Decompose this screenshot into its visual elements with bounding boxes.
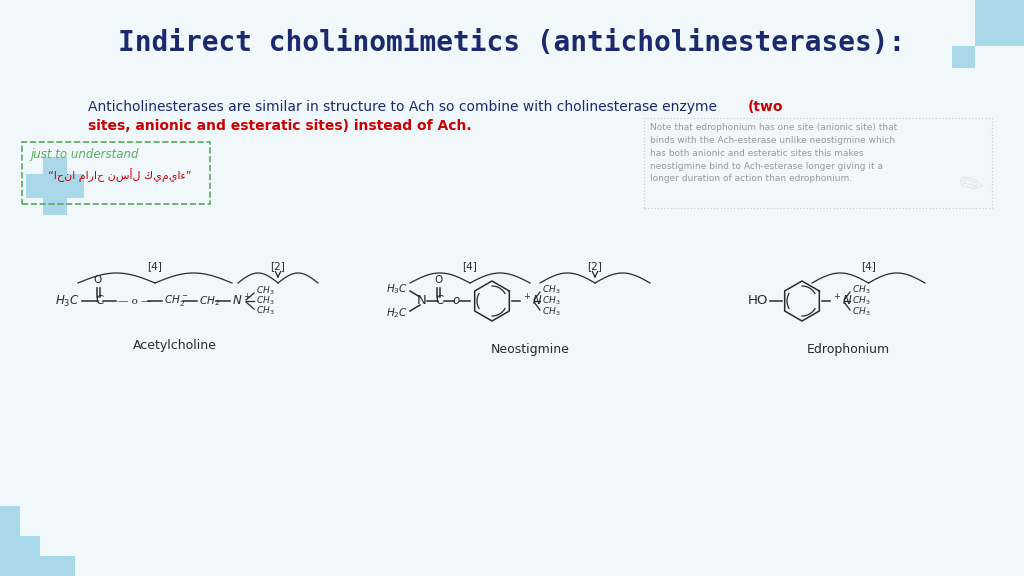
Text: $CH_3$: $CH_3$ xyxy=(256,305,274,317)
Text: C: C xyxy=(96,294,104,307)
Text: Neostigmine: Neostigmine xyxy=(490,343,569,356)
Text: Anticholinesterases are similar in structure to Ach so combine with cholinestera: Anticholinesterases are similar in struc… xyxy=(88,100,721,114)
Bar xyxy=(0,536,40,576)
Bar xyxy=(952,46,975,68)
Bar xyxy=(975,0,1024,46)
Text: [2]: [2] xyxy=(588,261,602,271)
Text: (two: (two xyxy=(748,100,783,114)
Text: “احنا ماراح نسأل كيمياء”: “احنا ماراح نسأل كيمياء” xyxy=(48,168,191,182)
Text: $N^+$: $N^+$ xyxy=(232,293,251,309)
Text: $CH_3$: $CH_3$ xyxy=(852,284,870,296)
Text: Note that edrophonium has one site (anionic site) that
binds with the Ach-estera: Note that edrophonium has one site (anio… xyxy=(650,123,897,183)
Text: $H_2C$: $H_2C$ xyxy=(386,306,408,320)
Text: $CH_3$: $CH_3$ xyxy=(542,306,560,319)
Text: O: O xyxy=(94,275,102,285)
Text: sites, anionic and esteratic sites) instead of Ach.: sites, anionic and esteratic sites) inst… xyxy=(88,119,472,133)
Text: — o —: — o — xyxy=(118,297,152,305)
Text: $CH_3$: $CH_3$ xyxy=(852,306,870,319)
Text: $CH_3$: $CH_3$ xyxy=(256,285,274,297)
Text: [2]: [2] xyxy=(270,261,286,271)
Text: $CH_3$: $CH_3$ xyxy=(542,284,560,296)
Text: $CH_3$: $CH_3$ xyxy=(852,295,870,307)
Text: $H_3C$: $H_3C$ xyxy=(55,293,80,309)
Text: O: O xyxy=(434,275,442,285)
Text: ✏: ✏ xyxy=(954,169,986,203)
Bar xyxy=(40,556,75,576)
Text: N: N xyxy=(417,294,427,308)
Text: o: o xyxy=(453,294,460,308)
Text: just to understand: just to understand xyxy=(30,148,138,161)
Text: Edrophonium: Edrophonium xyxy=(807,343,890,356)
Text: $^+N$: $^+N$ xyxy=(522,293,543,309)
Text: Indirect cholinomimetics (anticholinesterases):: Indirect cholinomimetics (anticholineste… xyxy=(119,29,905,57)
Text: HO: HO xyxy=(748,294,768,308)
Text: $CH_2$: $CH_2$ xyxy=(199,294,220,308)
Text: C: C xyxy=(436,294,444,307)
Text: $CH_3$: $CH_3$ xyxy=(542,295,560,307)
Bar xyxy=(0,506,20,536)
Text: Acetylcholine: Acetylcholine xyxy=(133,339,217,352)
Text: $^+N$: $^+N$ xyxy=(831,293,853,309)
Text: [4]: [4] xyxy=(463,261,477,271)
Text: $H_3C$: $H_3C$ xyxy=(386,282,408,296)
Text: $CH_2^-$: $CH_2^-$ xyxy=(164,294,188,309)
Bar xyxy=(26,174,84,198)
Text: $CH_3$: $CH_3$ xyxy=(256,295,274,307)
Text: [4]: [4] xyxy=(147,261,163,271)
Text: [4]: [4] xyxy=(861,261,876,271)
Bar xyxy=(43,157,67,215)
